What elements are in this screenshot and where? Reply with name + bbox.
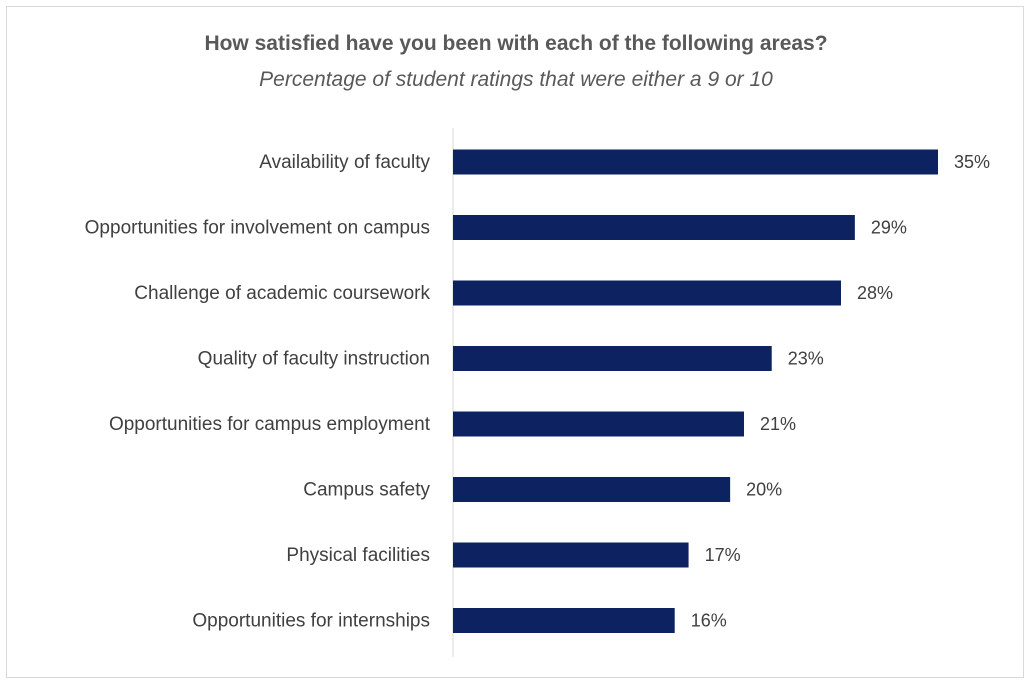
data-label: 20%	[746, 480, 782, 500]
bar	[453, 280, 841, 306]
category-label: Opportunities for involvement on campus	[85, 218, 430, 239]
chart-subtitle: Percentage of student ratings that were …	[259, 68, 773, 91]
category-label: Opportunities for internships	[192, 611, 430, 632]
bar	[453, 542, 689, 568]
data-label: 23%	[788, 349, 824, 369]
bar	[453, 215, 855, 240]
category-label: Quality of faculty instruction	[198, 349, 430, 370]
category-label: Physical facilities	[286, 545, 430, 566]
bar	[453, 411, 744, 437]
data-label: 29%	[871, 218, 907, 238]
category-label: Availability of faculty	[259, 152, 430, 173]
bar	[453, 346, 772, 371]
category-label: Challenge of academic coursework	[134, 283, 430, 304]
data-label: 16%	[691, 611, 727, 631]
data-label: 35%	[954, 152, 990, 172]
chart-title: How satisfied have you been with each of…	[204, 32, 828, 55]
bars-group: Availability of faculty 35% Opportunities …	[85, 149, 990, 633]
data-label: 28%	[857, 283, 893, 303]
category-label: Campus safety	[303, 480, 430, 501]
bar	[453, 608, 675, 633]
category-label: Opportunities for campus employment	[109, 414, 431, 435]
data-label: 21%	[760, 414, 796, 434]
bar	[453, 477, 731, 502]
data-label: 17%	[705, 545, 741, 565]
bar	[453, 149, 938, 175]
